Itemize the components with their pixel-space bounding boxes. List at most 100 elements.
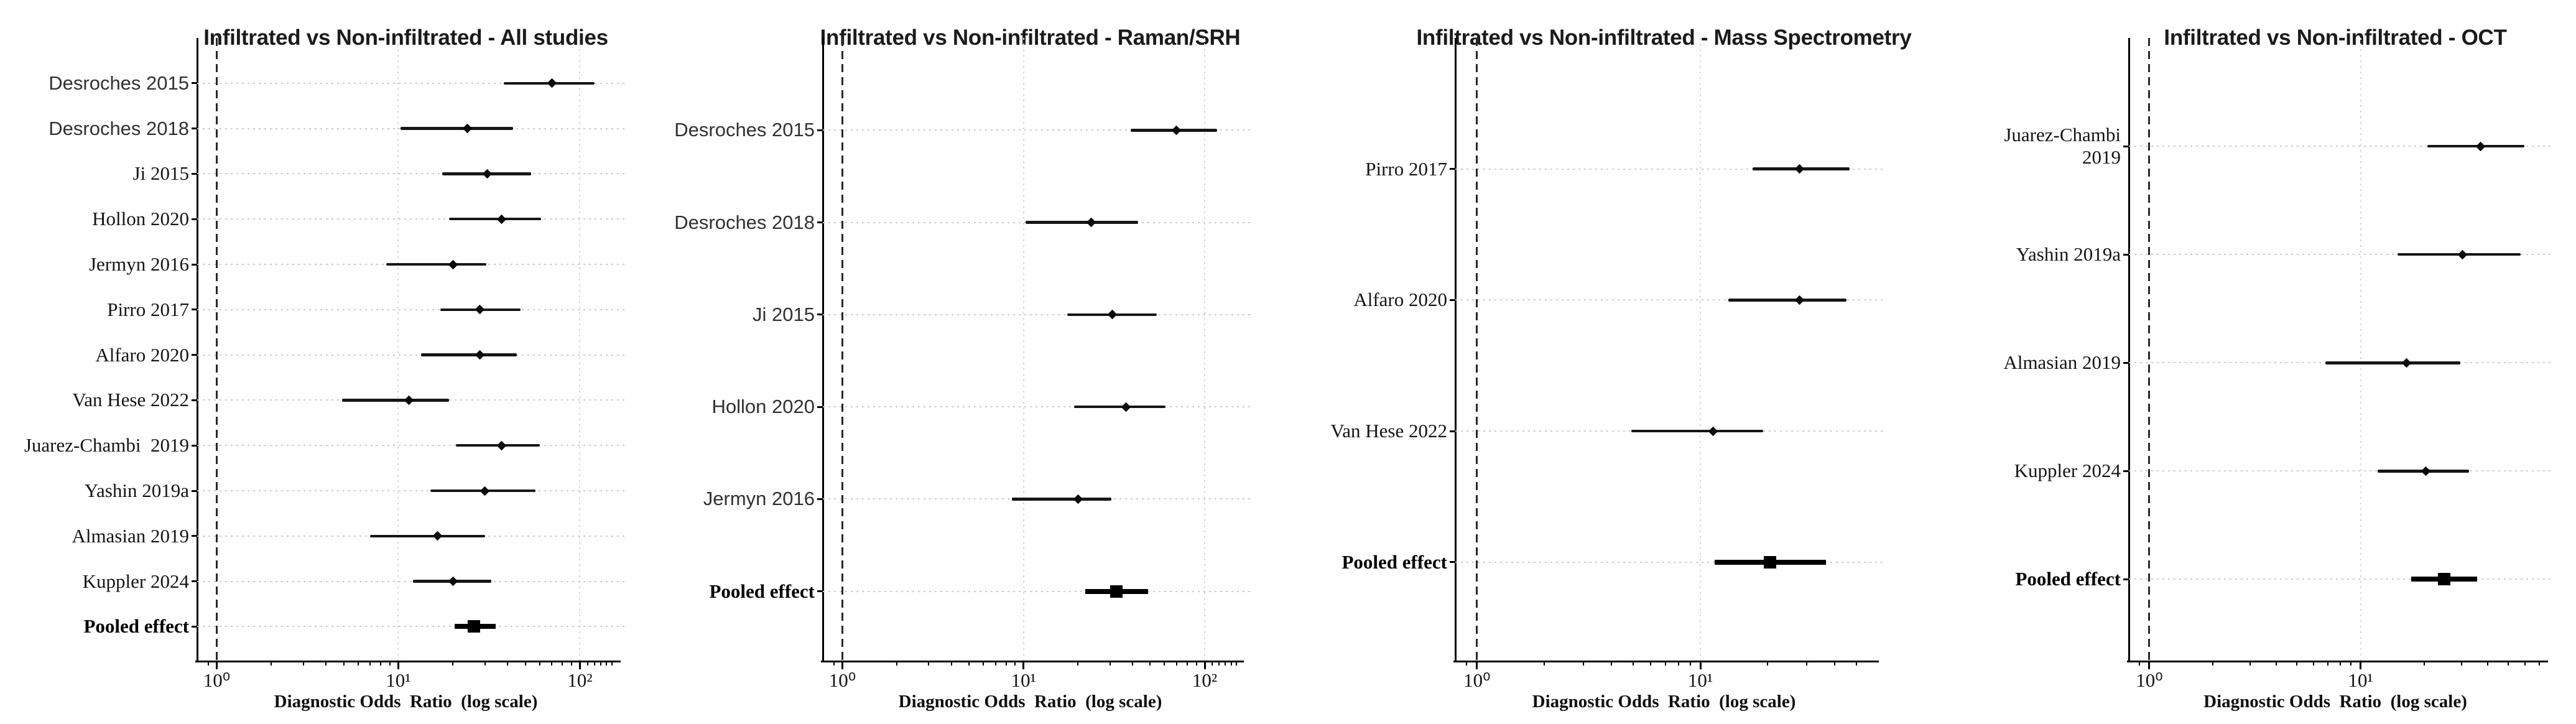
y-axis-tick: [192, 218, 197, 220]
confidence-interval: [1631, 429, 1764, 433]
x-axis-minor-tick: [2212, 661, 2214, 666]
y-axis-tick: [192, 263, 197, 266]
x-axis-major-tick: [578, 661, 581, 669]
x-axis-major-tick: [1022, 661, 1025, 669]
effect-marker: [483, 169, 493, 179]
panel-title: Infiltrated vs Non-infiltrated - OCT: [2164, 26, 2507, 50]
confidence-interval: [1026, 221, 1139, 224]
x-axis-minor-tick: [1236, 661, 1238, 666]
x-axis-minor-tick: [2538, 661, 2540, 666]
y-axis-tick: [192, 535, 197, 537]
x-axis-minor-tick: [1806, 661, 1808, 666]
effect-marker: [2421, 466, 2430, 476]
x-axis-minor-tick: [2524, 661, 2526, 666]
x-axis-major-tick: [397, 661, 399, 669]
study-label: Desroches 2018: [674, 211, 815, 233]
study-label: Pirro 2017: [1365, 157, 1447, 180]
effect-marker: [448, 259, 458, 269]
x-axis-minor-tick: [1767, 661, 1769, 666]
x-axis-major-tick: [216, 661, 218, 669]
study-label: Pooled effect: [1341, 550, 1447, 573]
pooled-effect-marker: [1110, 585, 1123, 598]
y-axis-line: [196, 38, 198, 661]
study-label: Alfaro 2020: [1353, 289, 1447, 311]
confidence-interval: [1011, 498, 1111, 501]
row-gridline: [197, 490, 627, 491]
x-axis-tick-label: 10⁰: [1463, 669, 1491, 691]
y-axis-line: [822, 38, 824, 661]
effect-marker: [1708, 426, 1718, 436]
effect-marker: [404, 395, 414, 406]
pooled-effect-marker: [1764, 555, 1777, 569]
x-axis-line: [2127, 661, 2548, 662]
x-axis-tick-label: 10¹: [1687, 669, 1713, 691]
x-axis-minor-tick: [2313, 661, 2315, 666]
x-axis-major-tick: [2360, 661, 2362, 669]
y-axis-tick: [192, 580, 197, 583]
confidence-interval: [342, 399, 449, 402]
panel-title: Infiltrated vs Non-infiltrated - Raman/S…: [820, 26, 1241, 50]
x-axis-minor-tick: [1175, 661, 1177, 666]
reference-line-or1: [216, 38, 218, 661]
row-gridline: [197, 445, 627, 447]
v-gridline: [579, 38, 581, 661]
x-axis-minor-tick: [208, 661, 210, 666]
pooled-effect-marker: [2438, 573, 2451, 586]
effect-marker: [547, 78, 557, 88]
x-axis-minor-tick: [1466, 661, 1468, 666]
x-axis-minor-tick: [1650, 661, 1652, 666]
x-axis-minor-tick: [1678, 661, 1680, 666]
x-axis-minor-tick: [1164, 661, 1165, 666]
x-axis-major-tick: [841, 661, 843, 669]
x-axis-minor-tick: [1149, 661, 1151, 666]
x-axis-tick-label: 10⁰: [2136, 669, 2163, 691]
study-label: Kuppler 2024: [2014, 460, 2121, 482]
x-axis-minor-tick: [968, 661, 970, 666]
effect-marker: [1121, 402, 1131, 412]
x-axis-minor-tick: [1195, 661, 1197, 666]
row-gridline: [823, 129, 1250, 131]
row-gridline: [197, 82, 627, 84]
panel-raman-srh: Infiltrated vs Non-infiltrated - Raman/S…: [644, 0, 1288, 724]
x-axis-minor-tick: [551, 661, 553, 666]
panel-title: Infiltrated vs Non-infiltrated - All stu…: [203, 26, 608, 50]
study-label: Ji 2015: [132, 162, 189, 185]
row-gridline: [823, 406, 1250, 408]
effect-marker: [2401, 358, 2412, 368]
x-axis-minor-tick: [950, 661, 952, 666]
y-axis-line: [2128, 38, 2130, 661]
y-axis-tick: [192, 399, 197, 401]
x-axis-minor-tick: [1225, 661, 1226, 666]
row-gridline: [2129, 470, 2554, 472]
study-label: Yashin 2019a: [84, 480, 189, 501]
x-axis-minor-tick: [2350, 661, 2352, 666]
x-axis-label: Diagnostic Odds Ratio (log scale): [274, 692, 538, 712]
x-axis-major-tick: [1203, 661, 1206, 669]
forest-plot-area: 10⁰ 10¹ Juarez-Chambi 2019 Yashin 2019a Alma…: [1932, 0, 2576, 724]
row-gridline: [823, 313, 1250, 315]
study-label: Alfaro 2020: [95, 343, 189, 366]
y-axis-tick: [2123, 361, 2129, 364]
y-axis-tick: [1450, 299, 1455, 301]
study-label: Desroches 2018: [49, 117, 189, 139]
y-axis-tick: [192, 128, 197, 130]
x-axis-minor-tick: [2460, 661, 2462, 666]
y-axis-tick: [2123, 253, 2129, 256]
x-axis-minor-tick: [1834, 661, 1836, 666]
x-axis-minor-tick: [343, 661, 345, 666]
x-axis-minor-tick: [593, 661, 595, 666]
effect-marker: [1073, 494, 1083, 504]
effect-marker: [480, 486, 490, 496]
x-axis-minor-tick: [1583, 661, 1585, 666]
x-axis-minor-tick: [928, 661, 930, 666]
effect-marker: [448, 576, 458, 587]
row-gridline: [1455, 299, 1885, 301]
x-axis-tick-label: 10⁰: [203, 669, 231, 691]
x-axis-minor-tick: [1005, 661, 1007, 666]
x-axis-minor-tick: [606, 661, 608, 666]
study-label: Ji 2015: [753, 303, 815, 325]
row-gridline: [197, 218, 627, 220]
x-axis-tick-label: 10¹: [1011, 669, 1036, 691]
y-axis-tick: [817, 221, 823, 224]
